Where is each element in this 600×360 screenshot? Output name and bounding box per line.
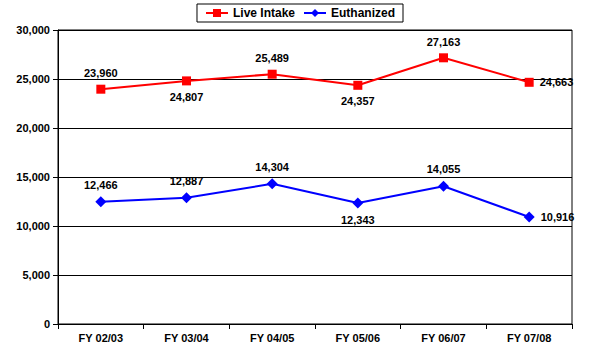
svg-text:Live Intake: Live Intake: [233, 6, 295, 20]
svg-text:5,000: 5,000: [22, 269, 50, 281]
svg-text:10,000: 10,000: [16, 220, 50, 232]
svg-text:12,466: 12,466: [84, 179, 118, 191]
svg-text:FY 04/05: FY 04/05: [250, 332, 294, 344]
svg-text:FY 07/08: FY 07/08: [507, 332, 551, 344]
svg-text:25,000: 25,000: [16, 73, 50, 85]
svg-text:24,663: 24,663: [540, 76, 574, 88]
svg-text:20,000: 20,000: [16, 122, 50, 134]
svg-text:10,916: 10,916: [541, 211, 575, 223]
svg-text:24,807: 24,807: [170, 91, 204, 103]
svg-text:15,000: 15,000: [16, 171, 50, 183]
svg-text:FY 03/04: FY 03/04: [164, 332, 209, 344]
svg-text:24,357: 24,357: [341, 95, 375, 107]
svg-text:0: 0: [44, 318, 50, 330]
svg-text:FY 06/07: FY 06/07: [421, 332, 465, 344]
svg-text:FY 05/06: FY 05/06: [336, 332, 380, 344]
svg-text:12,887: 12,887: [170, 175, 204, 187]
svg-text:27,163: 27,163: [427, 36, 461, 48]
svg-text:FY 02/03: FY 02/03: [79, 332, 123, 344]
svg-text:23,960: 23,960: [84, 67, 118, 79]
svg-text:12,343: 12,343: [341, 214, 375, 226]
svg-text:14,304: 14,304: [255, 161, 290, 173]
svg-text:Euthanized: Euthanized: [331, 6, 395, 20]
svg-text:14,055: 14,055: [427, 163, 461, 175]
svg-text:25,489: 25,489: [255, 52, 289, 64]
svg-text:30,000: 30,000: [16, 24, 50, 36]
